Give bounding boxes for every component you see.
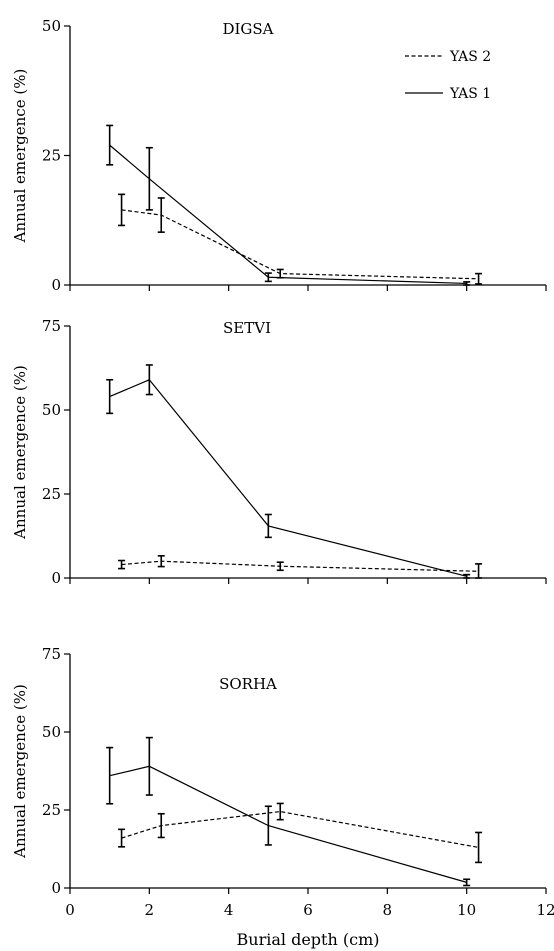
y-tick-label: 25 xyxy=(42,485,61,503)
series-line-yas-2 xyxy=(121,810,479,849)
x-tick-label: 6 xyxy=(303,901,313,919)
x-tick-label: 4 xyxy=(224,901,234,919)
series-line-yas-2 xyxy=(121,209,479,280)
x-tick-label: 2 xyxy=(145,901,155,919)
series-line-yas-2 xyxy=(121,560,479,572)
y-tick-label: 50 xyxy=(42,401,61,419)
panel-title: SORHA xyxy=(219,675,277,693)
panel-title: DIGSA xyxy=(222,20,273,38)
y-tick-label: 25 xyxy=(42,801,61,819)
y-tick-label: 25 xyxy=(42,147,61,165)
series-line-yas-1 xyxy=(109,765,467,883)
x-tick-label: 12 xyxy=(536,901,554,919)
panel-title: SETVI xyxy=(223,319,271,337)
x-axis-label: Burial depth (cm) xyxy=(237,930,380,949)
y-axis-label: Annual emergence (%) xyxy=(11,684,29,859)
panel-setvi: 0 25 50 75 SETVI Annual emergence (%) xyxy=(11,317,547,587)
legend: YAS 2 YAS 1 xyxy=(405,49,491,102)
panel-digsa: 0 25 50 DIGSA Annual emergence (%) YAS 2 YAS 1 xyxy=(11,17,547,294)
y-tick-label: 50 xyxy=(42,723,61,741)
y-tick-label: 0 xyxy=(51,879,61,897)
legend-label: YAS 1 xyxy=(449,86,491,102)
panel-sorha: 0 25 50 75 0 2 4 6 8 10 12 SORHA Annual emergence (%… xyxy=(11,645,554,949)
y-tick-label: 75 xyxy=(42,645,61,663)
y-tick-label: 50 xyxy=(42,17,61,35)
x-tick-label: 10 xyxy=(457,901,476,919)
legend-label: YAS 2 xyxy=(449,49,491,65)
y-tick-label: 0 xyxy=(51,276,61,294)
y-axis-label: Annual emergence (%) xyxy=(11,69,29,244)
series-line-yas-1 xyxy=(109,144,467,285)
x-tick-label: 8 xyxy=(383,901,393,919)
x-tick-label: 0 xyxy=(65,901,75,919)
y-tick-label: 75 xyxy=(42,317,61,335)
y-axis-label: Annual emergence (%) xyxy=(11,365,29,540)
y-tick-label: 0 xyxy=(51,569,61,587)
series-line-yas-1 xyxy=(109,379,467,577)
